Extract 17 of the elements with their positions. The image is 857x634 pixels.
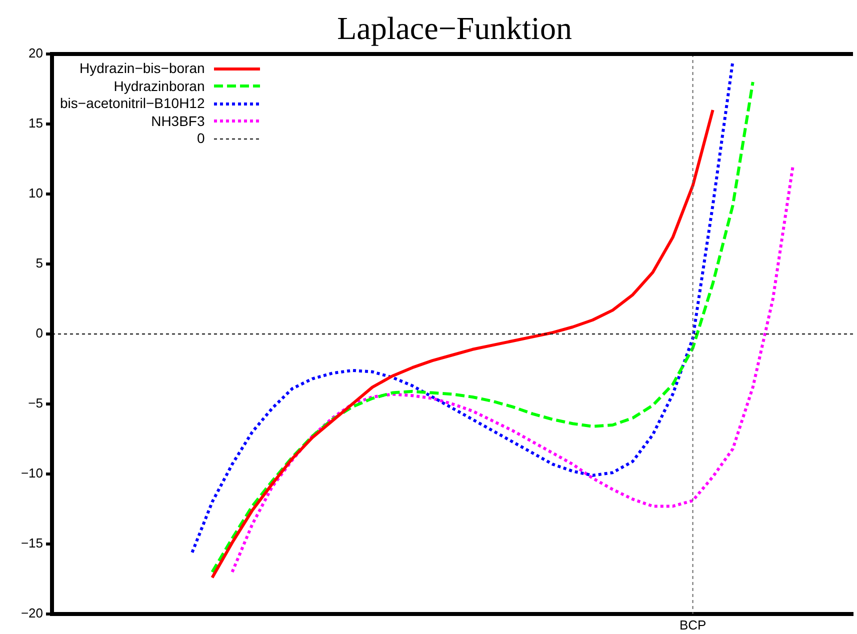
legend-label: bis−acetonitril−B10H12 <box>60 95 205 112</box>
y-tick-label: −10 <box>20 466 43 481</box>
y-tick-label: 15 <box>28 116 43 131</box>
y-tick-label: 10 <box>28 186 43 201</box>
chart-title: Laplace−Funktion <box>336 10 573 46</box>
legend-label: Hydrazin−bis−boran <box>79 60 205 78</box>
legend-label: NH3BF3 <box>151 112 205 130</box>
legend-label: Hydrazinboran <box>114 78 205 95</box>
y-tick-label: −20 <box>20 606 43 621</box>
y-tick-label: 0 <box>36 326 43 341</box>
y-tick-label: 20 <box>28 46 43 61</box>
y-tick-label: −15 <box>20 536 43 551</box>
legend-label: 0 <box>196 130 205 148</box>
y-tick-label: 5 <box>36 256 43 271</box>
y-tick-label: −5 <box>28 396 43 411</box>
x-tick-label: BCP <box>679 617 706 632</box>
line-series <box>230 164 794 574</box>
